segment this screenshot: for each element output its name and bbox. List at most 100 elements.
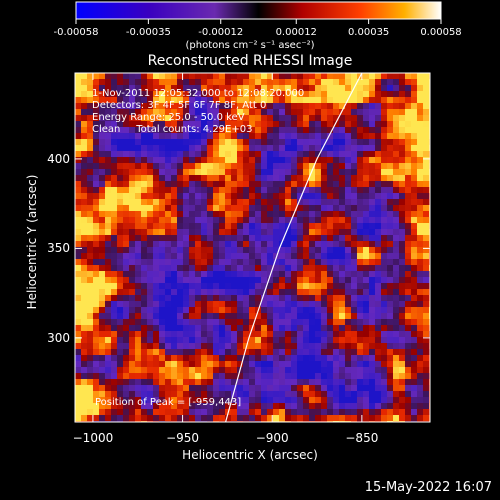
heatmap-cell bbox=[243, 97, 250, 104]
heatmap-cell bbox=[105, 391, 112, 398]
heatmap-cell bbox=[81, 205, 88, 212]
heatmap-cell bbox=[213, 109, 220, 116]
heatmap-cell bbox=[333, 325, 340, 332]
heatmap-cell bbox=[327, 157, 334, 164]
chart-title: Reconstructed RHESSI Image bbox=[147, 53, 353, 69]
heatmap-cell bbox=[93, 403, 100, 410]
heatmap-cell bbox=[423, 109, 430, 116]
heatmap-cell bbox=[231, 103, 238, 110]
heatmap-cell bbox=[363, 343, 370, 350]
heatmap-cell bbox=[129, 103, 136, 110]
heatmap-cell bbox=[225, 355, 232, 362]
heatmap-cell bbox=[315, 325, 322, 332]
heatmap-cell bbox=[267, 211, 274, 218]
heatmap-cell bbox=[417, 241, 424, 248]
heatmap-cell bbox=[255, 205, 262, 212]
heatmap-cell bbox=[393, 127, 400, 134]
heatmap-cell bbox=[255, 115, 262, 122]
heatmap-cell bbox=[291, 163, 298, 170]
heatmap-cell bbox=[165, 277, 172, 284]
heatmap-cell bbox=[189, 355, 196, 362]
heatmap-cell bbox=[339, 223, 346, 230]
heatmap-cell bbox=[81, 271, 88, 278]
heatmap-cell bbox=[273, 223, 280, 230]
heatmap-cell bbox=[225, 337, 232, 344]
heatmap-cell bbox=[87, 283, 94, 290]
heatmap-cell bbox=[261, 193, 268, 200]
heatmap-cell bbox=[237, 163, 244, 170]
heatmap-cell bbox=[165, 157, 172, 164]
heatmap-cell bbox=[237, 115, 244, 122]
heatmap-cell bbox=[105, 121, 112, 128]
heatmap-cell bbox=[417, 385, 424, 392]
heatmap-cell bbox=[135, 199, 142, 206]
heatmap-cell bbox=[141, 265, 148, 272]
heatmap-cell bbox=[267, 319, 274, 326]
heatmap-cell bbox=[297, 253, 304, 260]
heatmap-cell bbox=[381, 253, 388, 260]
heatmap-cell bbox=[231, 163, 238, 170]
heatmap-cell bbox=[135, 313, 142, 320]
heatmap-cell bbox=[201, 163, 208, 170]
heatmap-cell bbox=[417, 283, 424, 290]
heatmap-cell bbox=[357, 307, 364, 314]
heatmap-cell bbox=[291, 361, 298, 368]
heatmap-cell bbox=[189, 139, 196, 146]
heatmap-cell bbox=[225, 289, 232, 296]
heatmap-cell bbox=[303, 163, 310, 170]
heatmap-cell bbox=[381, 385, 388, 392]
heatmap-cell bbox=[213, 325, 220, 332]
heatmap-cell bbox=[357, 259, 364, 266]
heatmap-cell bbox=[111, 265, 118, 272]
heatmap-cell bbox=[297, 223, 304, 230]
heatmap-cell bbox=[111, 379, 118, 386]
heatmap-cell bbox=[297, 211, 304, 218]
heatmap-cell bbox=[267, 223, 274, 230]
heatmap-cell bbox=[117, 253, 124, 260]
heatmap-cell bbox=[363, 151, 370, 158]
heatmap-cell bbox=[345, 397, 352, 404]
heatmap-cell bbox=[213, 259, 220, 266]
heatmap-cell bbox=[363, 73, 370, 80]
heatmap-cell bbox=[147, 91, 154, 98]
heatmap-cell bbox=[411, 133, 418, 140]
heatmap-cell bbox=[153, 181, 160, 188]
heatmap-cell bbox=[177, 271, 184, 278]
heatmap-cell bbox=[99, 271, 106, 278]
heatmap-cell bbox=[357, 265, 364, 272]
heatmap-cell bbox=[393, 229, 400, 236]
heatmap-cell bbox=[117, 379, 124, 386]
heatmap-cell bbox=[225, 97, 232, 104]
heatmap-cell bbox=[159, 247, 166, 254]
heatmap-cell bbox=[309, 397, 316, 404]
heatmap-cell bbox=[303, 103, 310, 110]
heatmap-cell bbox=[267, 79, 274, 86]
heatmap-cell bbox=[411, 139, 418, 146]
heatmap-cell bbox=[183, 301, 190, 308]
heatmap-cell bbox=[75, 301, 82, 308]
heatmap-cell bbox=[291, 271, 298, 278]
heatmap-cell bbox=[213, 313, 220, 320]
heatmap-cell bbox=[411, 337, 418, 344]
heatmap-cell bbox=[153, 289, 160, 296]
heatmap-cell bbox=[345, 271, 352, 278]
heatmap-cell bbox=[387, 331, 394, 338]
heatmap-cell bbox=[213, 367, 220, 374]
heatmap-cell bbox=[273, 319, 280, 326]
heatmap-cell bbox=[213, 193, 220, 200]
heatmap-cell bbox=[159, 403, 166, 410]
heatmap-cell bbox=[213, 307, 220, 314]
heatmap-cell bbox=[75, 409, 82, 416]
heatmap-cell bbox=[333, 331, 340, 338]
heatmap-cell bbox=[111, 331, 118, 338]
heatmap-cell bbox=[237, 379, 244, 386]
heatmap-cell bbox=[129, 241, 136, 248]
heatmap-cell bbox=[165, 151, 172, 158]
heatmap-cell bbox=[315, 319, 322, 326]
heatmap-cell bbox=[153, 127, 160, 134]
heatmap-cell bbox=[387, 301, 394, 308]
heatmap-cell bbox=[87, 127, 94, 134]
heatmap-cell bbox=[285, 103, 292, 110]
heatmap-cell bbox=[315, 385, 322, 392]
heatmap-cell bbox=[411, 115, 418, 122]
